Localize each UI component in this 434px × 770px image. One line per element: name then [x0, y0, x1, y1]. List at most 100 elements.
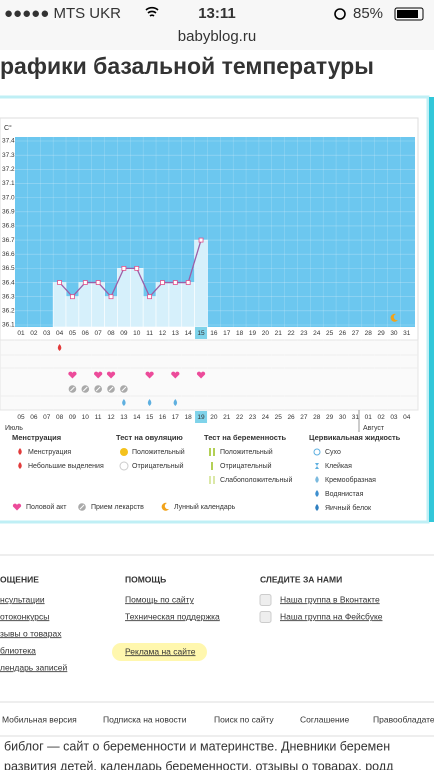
day-label: 07	[95, 330, 103, 337]
description-line: библог — сайт о беременности и материнст…	[4, 739, 390, 753]
temperature-bar	[52, 282, 67, 328]
moon-icon	[161, 502, 169, 511]
y-tick-label: 36.9	[2, 208, 15, 215]
day-label: 18	[236, 330, 244, 337]
point-marker	[147, 294, 153, 300]
pill-slash	[79, 504, 85, 510]
browser-bar	[0, 0, 434, 50]
day-label: 12	[159, 330, 167, 337]
date-label: 04	[403, 414, 411, 421]
date-label: 10	[82, 414, 90, 421]
heart-icon	[68, 371, 77, 379]
bottom-link[interactable]: Мобильная версия	[2, 714, 77, 724]
bottom-link[interactable]: Соглашение	[300, 714, 349, 724]
legend-item: Лунный календарь	[174, 503, 236, 511]
legend-item: Клейкая	[325, 462, 352, 470]
date-label: 07	[43, 414, 51, 421]
events-table	[0, 339, 419, 411]
highlight	[112, 643, 207, 661]
drop-icon	[173, 399, 178, 406]
date-label: 25	[275, 414, 283, 421]
frame-edge	[429, 97, 434, 522]
day-label: 28	[365, 330, 373, 337]
footer-link[interactable]: лендарь записей	[0, 662, 68, 672]
day-label: 22	[287, 330, 295, 337]
bottom-link[interactable]: Правообладате	[373, 714, 434, 724]
date-label: 23	[249, 414, 257, 421]
y-tick-label: 36.8	[2, 223, 15, 230]
legend-item: Яичный белок	[325, 504, 372, 512]
footer-title: ПОМОЩЬ	[125, 574, 166, 584]
bottom-link[interactable]: Подписка на новости	[103, 714, 187, 724]
date-label: 13	[120, 414, 128, 421]
drop-icon	[315, 476, 319, 483]
legend-item: Небольшие выделения	[28, 462, 104, 470]
footer-link[interactable]: нсультации	[0, 594, 45, 604]
bottom-link[interactable]: Поиск по сайту	[214, 714, 274, 724]
point-marker	[82, 280, 88, 285]
point-marker	[198, 237, 204, 243]
y-tick-label: 37.1	[2, 180, 15, 187]
month-label: Август	[363, 425, 385, 432]
day-label: 23	[300, 330, 308, 337]
footer-link[interactable]: Наша группа в Вконтакте	[280, 594, 380, 604]
day-label: 05	[69, 330, 77, 337]
date-label: 29	[326, 414, 334, 421]
date-label: 27	[300, 414, 308, 421]
drop-icon	[315, 504, 319, 511]
date-label: 17	[172, 414, 180, 421]
date-label: 22	[236, 414, 244, 421]
day-label: 08	[107, 330, 115, 337]
test-weak	[209, 476, 215, 484]
day-label: 24	[313, 330, 321, 337]
wifi-icon	[145, 6, 159, 17]
date-label: 12	[107, 414, 115, 421]
y-tick-label: 37.2	[2, 166, 15, 173]
heart-icon	[196, 371, 206, 379]
clock: 13:11	[198, 5, 236, 22]
footer-link[interactable]: блиотека	[0, 645, 36, 655]
date-label: 14	[133, 414, 141, 421]
page-heading: рафики базальной температуры	[0, 53, 374, 79]
day-label: 29	[377, 330, 385, 337]
date-label: 08	[56, 414, 64, 421]
battery-icon	[394, 7, 424, 21]
day-label: 06	[82, 330, 90, 337]
footer-link[interactable]: отоконкурсы	[0, 611, 49, 621]
point-marker	[121, 265, 127, 271]
point-marker	[134, 265, 140, 271]
footer-link[interactable]: Реклама на сайте	[125, 646, 196, 656]
footer-title: СЛЕДИТЕ ЗА НАМИ	[260, 574, 342, 584]
date-label: 03	[390, 414, 398, 421]
day-label: 04	[56, 330, 64, 337]
date-label: 02	[377, 414, 385, 421]
point-marker	[95, 280, 101, 285]
point-marker	[172, 280, 178, 285]
day-label: 26	[339, 330, 347, 337]
temperature-bar	[142, 296, 157, 328]
footer-title: ОЩЕНИЕ	[0, 574, 39, 584]
legend-title: Тест на беременность	[204, 433, 287, 442]
dry-icon	[313, 448, 321, 456]
ovulation-negative	[119, 461, 129, 471]
legend-item: Половой акт	[26, 503, 67, 511]
footer-link[interactable]: Техническая поддержка	[125, 611, 220, 621]
date-label: 19	[197, 414, 205, 421]
pill-slash	[70, 386, 75, 392]
day-label: 13	[172, 330, 180, 337]
legend-item: Прием лекарств	[91, 504, 144, 511]
footer-link[interactable]: Наша группа на Фейсбуке	[280, 611, 383, 621]
day-label: 31	[403, 330, 411, 337]
date-label: 28	[313, 414, 321, 421]
month-label: Июль	[5, 425, 23, 432]
footer-link[interactable]: Помощь по сайту	[125, 594, 195, 604]
y-tick-label: 36.5	[2, 265, 15, 272]
date-label: 21	[223, 414, 231, 421]
footer-link[interactable]: зывы о товарах	[0, 628, 62, 638]
date-label: 20	[210, 414, 218, 421]
pill-slash	[82, 386, 88, 392]
date-label: 06	[30, 414, 38, 421]
moon-icon	[390, 313, 398, 322]
y-tick-label: 36.2	[2, 308, 15, 315]
legend-item: Отрицательный	[132, 462, 184, 470]
